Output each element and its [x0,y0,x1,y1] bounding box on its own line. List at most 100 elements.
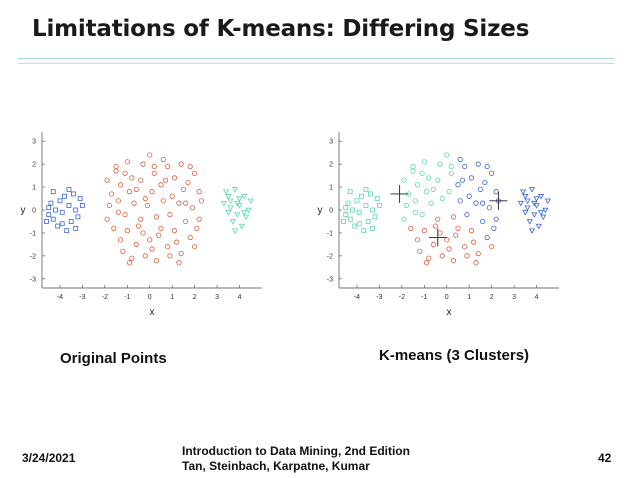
x-axis-label: x [447,307,452,318]
data-point-circle [135,223,142,229]
data-point-square [343,212,349,217]
x-tick-label: 2 [490,294,494,301]
data-point-circle [426,175,432,181]
x-tick-label: 3 [215,294,219,301]
data-point-circle [457,156,463,163]
data-point-circle [185,179,191,186]
y-tick-label: -1 [30,230,36,237]
data-point-circle [439,253,445,259]
data-point-square [50,216,56,222]
footer-authors: Tan, Steinbach, Karpatne, Kumar [182,459,370,473]
data-point-circle [117,182,124,188]
data-point-triangle [227,205,234,211]
data-point-square [361,228,367,234]
data-point-circle [435,216,441,222]
data-point-circle [473,260,479,266]
data-point-square [370,225,376,231]
data-point-circle [129,175,135,181]
data-point-circle [401,216,407,222]
data-point-circle [176,200,182,206]
data-point-square [62,193,67,199]
data-point-circle [151,163,157,170]
data-point-circle [414,237,421,243]
data-point-circle [473,200,479,206]
data-point-circle [129,255,135,261]
data-point-circle [198,198,204,204]
x-tick-label: 2 [193,294,197,301]
data-point-circle [124,228,130,234]
data-point-circle [138,216,144,222]
data-point-triangle [231,187,239,193]
data-point-triangle [526,219,533,225]
data-point-circle [122,170,128,176]
data-point-square [68,219,74,224]
data-point-square [59,209,65,215]
data-point-square [363,203,369,208]
data-point-circle [432,223,439,229]
data-point-circle [448,163,454,170]
x-tick-label: 4 [238,294,242,301]
data-point-triangle [222,189,230,195]
data-point-square [75,214,81,220]
data-point-circle [437,230,443,236]
data-point-circle [120,248,126,254]
data-point-circle [108,191,115,197]
data-point-circle [430,241,436,248]
data-point-square [365,219,371,224]
data-point-triangle [517,200,524,207]
data-point-circle [187,163,193,170]
data-point-circle [144,202,151,209]
data-point-circle [178,161,184,167]
kmeans-plot: -4 -3 -2 -1 0 1 2 3 4 -3 -2 -1 0 1 2 3 x y [315,122,571,322]
data-point-circle [403,202,409,209]
footer-date: 3/24/2021 [22,451,76,465]
y-tick-label: 3 [329,139,333,146]
data-point-square [55,223,61,229]
x-tick-label: -1 [124,294,130,301]
data-point-circle [446,246,452,252]
page-number: 42 [598,451,612,465]
data-point-square [377,203,382,208]
data-point-triangle [537,194,545,200]
data-point-circle [455,225,461,231]
x-tick-label: 4 [535,294,539,301]
data-point-circle [171,228,178,234]
data-point-triangle [240,210,248,216]
data-point-circle [444,152,450,158]
data-point-square [53,207,58,213]
data-point-circle [414,182,421,188]
data-point-triangle [544,198,551,205]
data-point-triangle [531,200,538,207]
data-point-triangle [225,210,232,216]
data-point-circle [158,225,164,231]
data-point-triangle [537,210,545,216]
data-point-circle [160,198,166,204]
data-point-square [46,205,52,211]
data-point-square [372,214,378,220]
y-tick-label: 0 [32,208,36,215]
data-point-circle [482,179,488,186]
data-point-square [48,200,54,206]
data-point-triangle [227,198,234,205]
data-point-circle [480,200,486,206]
data-point-circle [462,244,468,250]
data-point-circle [419,211,425,218]
x-tick-label: 1 [170,294,174,301]
footer-book-title: Introduction to Data Mining, 2nd Edition [182,444,410,458]
data-point-circle [408,225,414,231]
original-points-caption: Original Points [60,350,167,367]
data-point-triangle [231,228,239,234]
data-point-circle [412,198,418,204]
data-point-circle [131,200,137,206]
data-point-circle [176,260,182,266]
data-point-triangle [542,207,549,214]
data-point-circle [138,177,144,183]
data-point-triangle [220,200,227,207]
data-point-circle [480,218,486,225]
data-point-square [73,207,79,213]
data-point-circle [162,177,169,183]
data-point-square [356,221,362,227]
data-point-triangle [533,196,540,202]
data-point-circle [183,218,189,225]
data-point-circle [468,175,475,181]
